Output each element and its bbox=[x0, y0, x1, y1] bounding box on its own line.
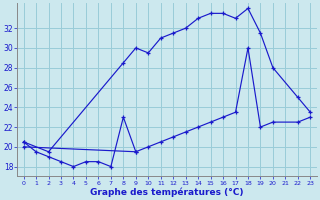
X-axis label: Graphe des températures (°C): Graphe des températures (°C) bbox=[90, 187, 244, 197]
